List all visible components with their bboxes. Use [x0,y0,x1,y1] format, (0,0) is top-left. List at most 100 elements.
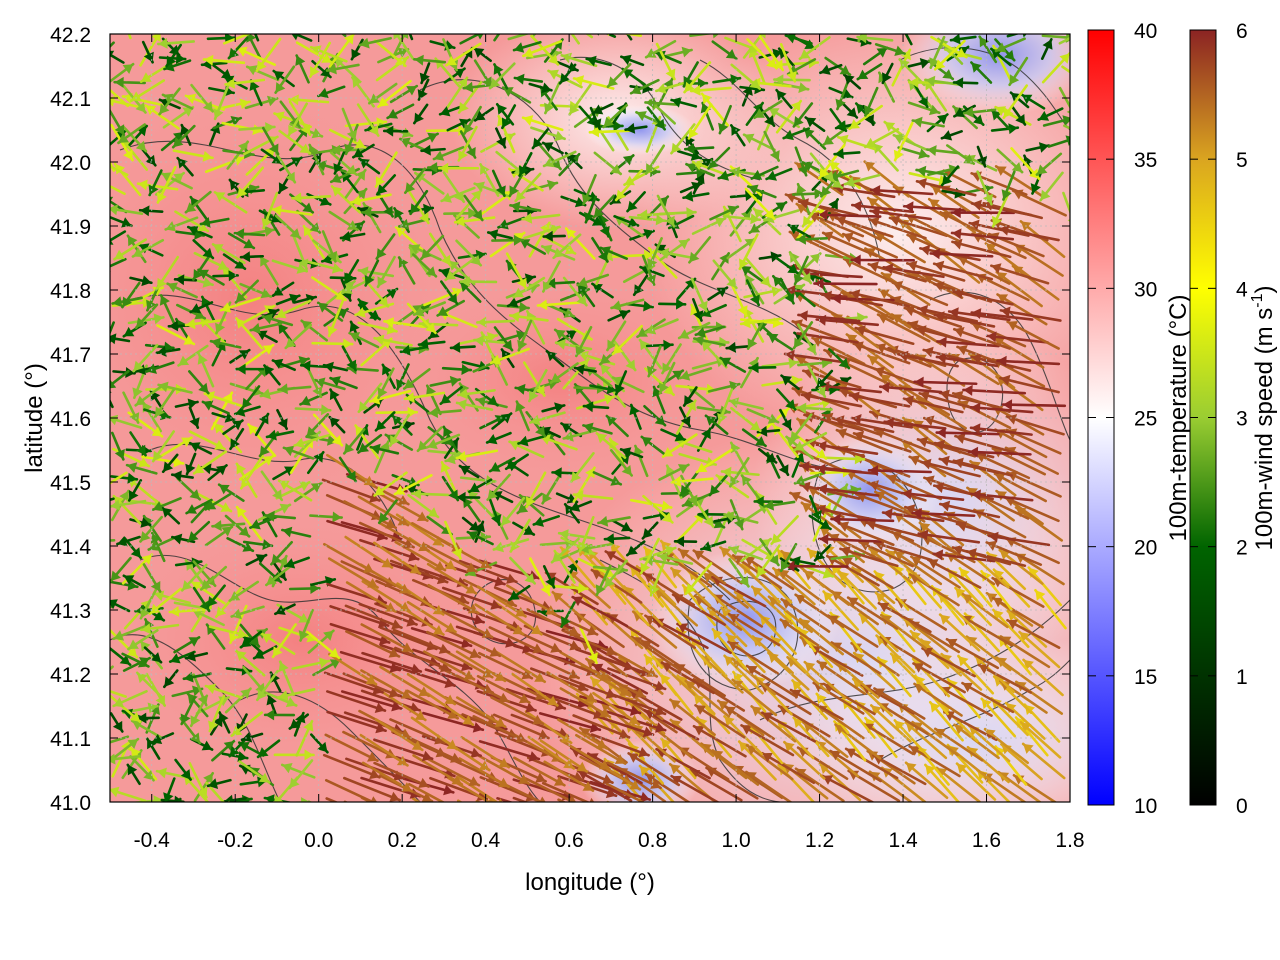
wind-arrow [373,440,390,474]
wind-arrow [377,367,395,400]
wind-arrow [393,804,444,831]
wind-arrow [495,651,547,684]
wind-arrow [110,753,142,765]
wind-arrow [127,479,143,502]
wind-arrow [458,464,480,479]
wind-arrow [313,377,346,391]
wind-arrow [446,629,502,658]
wind-arrow [379,665,431,698]
wind-arrow [606,320,627,352]
wind-arrow [327,557,379,589]
wind-arrow [455,650,507,683]
wind-arrow [200,463,225,475]
wind-arrow [173,636,201,654]
wind-arrow [278,660,295,696]
wind-arrow [987,531,1051,547]
x-tick-label: 0.8 [638,829,667,852]
wind-arrow [374,718,424,752]
wind-arrow [730,406,762,433]
wind-arrow [222,794,247,802]
wind-arrow [538,712,602,733]
wind-arrow [424,543,478,573]
wind-arrow [407,493,440,519]
wind-arrow [646,345,662,378]
wind-arrow [449,341,476,353]
wind-arrow [554,338,593,351]
wind-arrow [455,491,481,503]
wind-arrow [541,474,561,505]
wind-arrow [110,786,147,802]
wind-arrow [412,754,464,786]
wind-arrow [901,488,965,502]
wind-arrow [745,664,798,699]
wind-arrow [265,563,294,587]
colorbar-tick-label: 10 [1134,795,1157,818]
wind-arrow [995,270,1043,308]
wind-arrow [912,662,966,694]
wind-arrow [779,277,795,305]
wind-arrow [121,281,141,309]
wind-arrow [611,324,644,356]
y-tick-label: 41.4 [50,536,91,559]
wind-arrow [392,628,451,654]
wind-arrow [110,599,131,613]
wind-arrow [639,537,661,575]
wind-arrow [426,630,482,659]
wind-arrow [767,651,810,691]
wind-arrow [517,319,533,352]
wind-arrow [591,801,593,802]
wind-arrow [406,689,460,720]
wind-arrow [224,514,251,538]
wind-arrow [185,498,213,515]
wind-arrow [280,763,316,779]
wind-arrow [743,555,795,591]
wind-arrow [728,457,750,488]
wind-arrow [492,713,550,740]
wind-arrow [112,625,146,641]
wind-arrow [238,760,271,784]
wind-arrow [1005,414,1065,436]
wind-arrow [326,453,376,487]
wind-arrow [755,544,781,578]
wind-arrow [399,344,428,356]
wind-arrow [326,690,387,713]
y-tick-label: 42.2 [50,24,91,47]
wind-arrow [578,624,598,665]
wind-arrow [110,735,130,744]
wind-arrow [139,587,158,620]
wind-arrow [291,657,331,670]
wind-arrow [182,671,212,683]
wind-arrow [969,402,1034,414]
wind-arrow [270,540,293,566]
wind-arrow [263,709,296,721]
wind-arrow [751,635,794,675]
wind-arrow [494,601,543,636]
wind-arrow [263,364,281,386]
wind-arrow [815,314,879,327]
wind-arrow [817,533,883,545]
wind-arrow [373,334,413,347]
wind-arrow [230,711,263,738]
wind-arrow [271,281,295,297]
wind-arrow [441,586,502,610]
wind-arrow [845,333,895,369]
wind-arrow [551,590,597,631]
wind-arrow [255,669,279,702]
wind-arrow [770,515,799,546]
wind-arrow [609,449,633,477]
wind-arrow [692,549,743,585]
wind-arrow [282,445,315,460]
wind-arrow [459,276,498,288]
wind-arrow [224,687,252,714]
wind-arrow [694,325,726,338]
wind-arrow [160,506,181,525]
wind-arrow [132,343,159,373]
wind-arrow [604,550,660,583]
wind-arrow [357,495,410,527]
wind-arrow [780,374,800,391]
wind-arrow [926,558,982,589]
wind-arrow [908,455,965,482]
wind-arrow [872,754,927,786]
wind-arrow [264,510,296,522]
wind-arrow [436,299,465,317]
